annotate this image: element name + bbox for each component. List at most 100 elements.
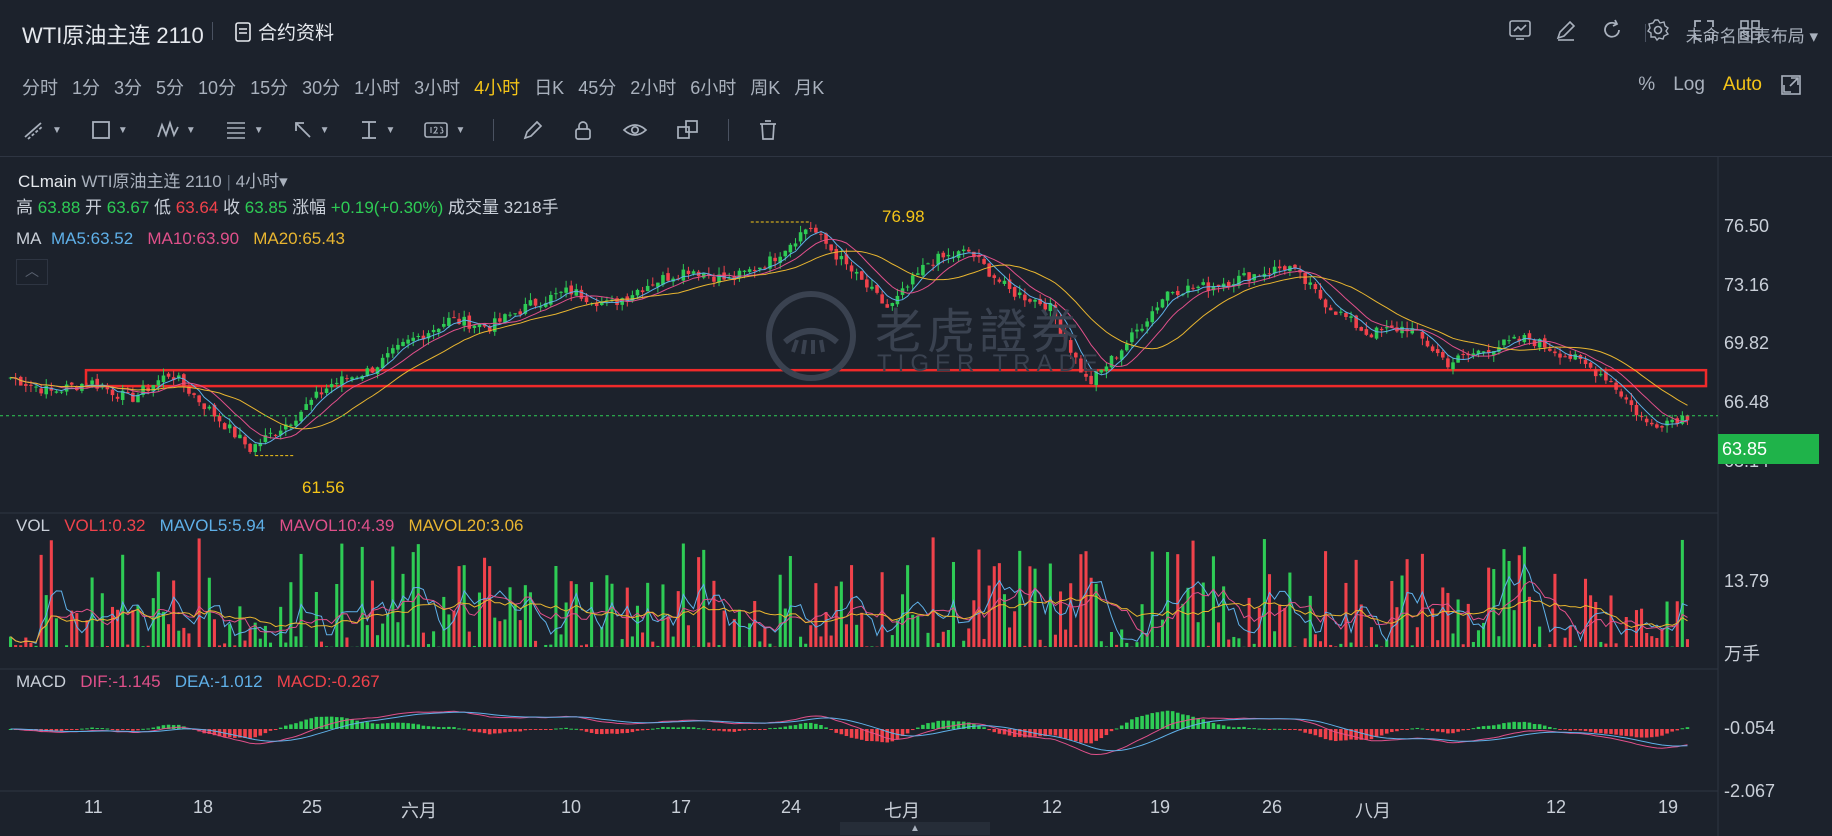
volume-bar [1472, 642, 1475, 647]
period-option[interactable]: 日K [534, 74, 564, 100]
contract-info-button[interactable]: 合约资料 [234, 18, 334, 45]
volume-bar [167, 624, 170, 647]
volume-bar [1406, 559, 1409, 647]
period-option[interactable]: 3分 [114, 74, 142, 100]
fibonacci-tool[interactable]: ▼ [224, 119, 264, 141]
period-option[interactable]: 2小时 [630, 74, 676, 100]
macd-histogram-bar [1293, 729, 1297, 730]
chevron-down-icon[interactable]: ▾ [279, 172, 288, 191]
candle-body [651, 285, 655, 286]
symbol-interval[interactable]: 4小时 [236, 172, 279, 191]
macd-histogram-bar [172, 725, 176, 729]
rectangle-tool[interactable]: ▼ [90, 119, 128, 141]
candle-body [926, 263, 930, 264]
macd-histogram-bar [1472, 728, 1476, 729]
macd-histogram-bar [427, 726, 431, 729]
duplicate-icon[interactable] [676, 119, 700, 141]
macd-histogram-bar [1645, 729, 1649, 738]
chart-canvas[interactable] [0, 156, 1832, 836]
macd-histogram-bar [682, 727, 686, 729]
fibonacci-icon [224, 119, 248, 141]
volume-bar [636, 606, 639, 647]
macd-histogram-bar [1354, 729, 1358, 740]
caret-down-icon: ▼ [118, 125, 128, 136]
volume-bar [1044, 646, 1047, 647]
candle-body [1375, 328, 1379, 339]
candle-body [411, 338, 415, 341]
percent-scale-toggle[interactable]: % [1638, 74, 1655, 96]
candle-body [1145, 321, 1149, 326]
volume-bar [1538, 627, 1541, 647]
scroll-handle[interactable]: ▲ [840, 822, 990, 835]
period-option[interactable]: 6小时 [690, 74, 736, 100]
candle-body [1548, 349, 1552, 351]
measure-tool[interactable]: ▼ [358, 119, 396, 141]
volume-bar [422, 633, 425, 647]
auto-scale-toggle[interactable]: Auto [1723, 74, 1762, 96]
macd-histogram-bar [1426, 729, 1430, 730]
settings-gear-icon[interactable] [1646, 18, 1670, 42]
volume-bar [661, 584, 664, 647]
chevron-down-icon: ▾ [1805, 27, 1818, 46]
macd-histogram-bar [702, 729, 706, 730]
header-divider [212, 22, 213, 40]
volume-bar [926, 633, 929, 647]
period-option[interactable]: 1分 [72, 74, 100, 100]
candle-body [549, 295, 553, 305]
volume-bar [289, 582, 292, 647]
macd-histogram-bar [95, 728, 99, 729]
period-option[interactable]: 45分 [578, 74, 616, 100]
candle-body [345, 378, 349, 379]
trash-icon[interactable] [757, 119, 779, 141]
candle-body [1380, 329, 1384, 330]
volume-bar [1462, 644, 1465, 647]
macd-histogram-bar [1548, 727, 1552, 729]
volume-bar [182, 628, 185, 647]
macd-histogram-bar [1497, 724, 1501, 729]
document-icon [234, 22, 252, 42]
refresh-icon[interactable] [1600, 18, 1624, 42]
edit-icon[interactable] [1554, 18, 1578, 42]
period-option[interactable]: 周K [750, 74, 780, 100]
collapse-legend-button[interactable]: ︿ [16, 259, 48, 285]
macd-histogram-bar [1436, 729, 1440, 732]
period-option[interactable]: 30分 [302, 74, 340, 100]
macd-histogram-bar [1507, 722, 1511, 729]
layout-selector[interactable]: 未命名图表布局 ▾ [1686, 22, 1818, 47]
period-option[interactable]: 15分 [250, 74, 288, 100]
macd-histogram-bar [1655, 729, 1659, 737]
pencil-icon[interactable] [522, 119, 544, 141]
trend-line-tool[interactable]: ▼ [22, 118, 62, 142]
candle-body [513, 313, 517, 314]
eye-icon[interactable] [622, 119, 648, 141]
arrow-tool[interactable]: ▼ [292, 119, 330, 141]
macd-histogram-bar [376, 724, 380, 729]
lock-icon[interactable] [572, 119, 594, 141]
candlestick-chart[interactable] [0, 157, 1832, 836]
log-scale-toggle[interactable]: Log [1673, 74, 1705, 96]
period-option[interactable]: 10分 [198, 74, 236, 100]
volume-bar [825, 612, 828, 647]
volume-bar [870, 646, 873, 647]
period-option[interactable]: 3小时 [414, 74, 460, 100]
candle-body [243, 437, 247, 445]
instrument-title[interactable]: WTI原油主连 2110 [22, 18, 204, 50]
period-option[interactable]: 4小时 [474, 74, 520, 100]
label-tool[interactable]: ▼ [423, 119, 465, 141]
period-option[interactable]: 5分 [156, 74, 184, 100]
macd-histogram-bar [712, 729, 716, 731]
volume-bar [1263, 539, 1266, 647]
ma-legend: MA MA5:63.52 MA10:63.90 MA20:65.43 [16, 229, 345, 249]
volume-bar [768, 644, 771, 647]
macd-histogram-bar [1324, 729, 1328, 739]
macd-histogram-bar [1094, 729, 1098, 741]
chart-type-icon[interactable] [1508, 18, 1532, 42]
macd-histogram-bar [748, 729, 752, 730]
macd-histogram-bar [921, 725, 925, 729]
macd-histogram-bar [1115, 728, 1119, 729]
period-option[interactable]: 分时 [22, 74, 58, 100]
period-option[interactable]: 1小时 [354, 74, 400, 100]
period-option[interactable]: 月K [794, 74, 824, 100]
expand-icon[interactable] [1780, 74, 1802, 96]
pattern-tool[interactable]: ▼ [156, 119, 196, 141]
